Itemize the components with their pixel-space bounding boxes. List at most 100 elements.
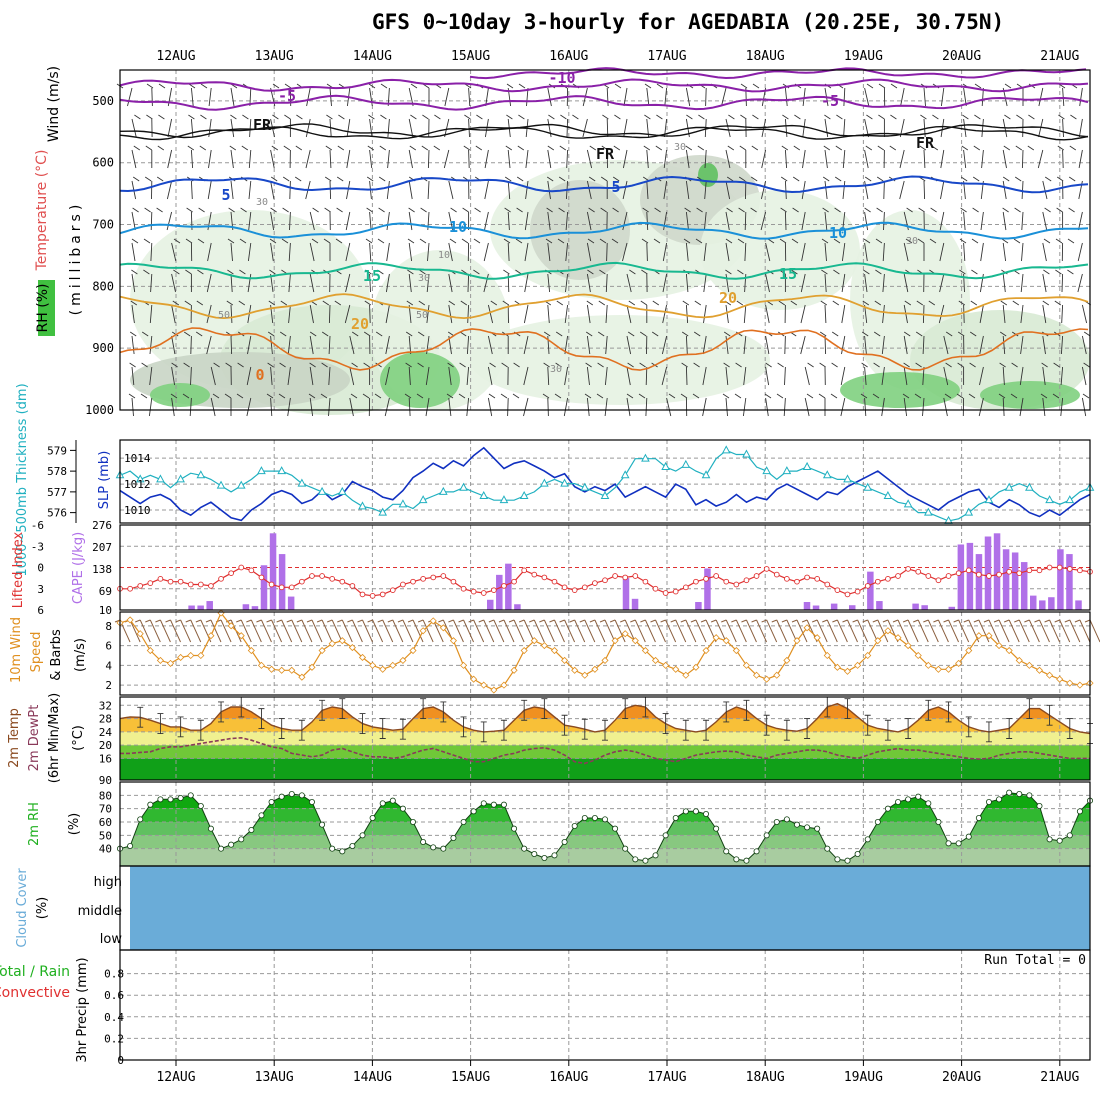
thickness-marker bbox=[499, 495, 509, 504]
lifted-index-marker bbox=[592, 580, 598, 586]
lifted-index-marker bbox=[258, 574, 265, 581]
precip-run-total: Run Total = 0 bbox=[984, 953, 1086, 968]
panel-frame bbox=[119, 439, 1091, 524]
minmax-errorbar bbox=[197, 719, 204, 741]
precip-ylabel-b: Convective bbox=[0, 985, 70, 1001]
wind-barb bbox=[230, 83, 238, 107]
lifted-index-marker bbox=[925, 573, 932, 579]
wind-barb bbox=[368, 114, 375, 138]
wind-barb bbox=[337, 619, 353, 643]
wind-barb bbox=[279, 331, 291, 355]
wind-speed-marker bbox=[1046, 671, 1054, 679]
wind-barb bbox=[145, 145, 153, 168]
wind-barb bbox=[864, 207, 871, 231]
precip-tick-label: 0.6 bbox=[104, 989, 124, 1002]
rh-marker bbox=[864, 836, 871, 843]
wind-barb bbox=[1056, 207, 1064, 230]
lifted-index-marker bbox=[1006, 568, 1013, 575]
wind-speed-marker bbox=[136, 630, 144, 638]
rh-marker bbox=[197, 803, 204, 810]
wind-barb bbox=[1014, 207, 1024, 231]
lifted-index-marker bbox=[218, 575, 224, 582]
minmax-errorbar bbox=[339, 698, 346, 720]
panel-frame bbox=[119, 69, 1091, 411]
wind-barb bbox=[405, 362, 412, 386]
temp-band bbox=[120, 703, 1090, 706]
wind-barb bbox=[498, 619, 515, 643]
lifted-index-marker bbox=[400, 581, 406, 588]
rh-marker bbox=[692, 808, 699, 815]
wind-speed-marker bbox=[995, 642, 1003, 650]
wind-barb bbox=[459, 362, 470, 386]
thickness-marker bbox=[923, 507, 933, 516]
wind-speed-marker bbox=[510, 666, 518, 674]
wind-barb bbox=[586, 207, 595, 231]
li-tick-label: 0 bbox=[37, 562, 44, 575]
lifted-index-marker bbox=[622, 574, 629, 581]
cape-tick-label: 10 bbox=[99, 604, 112, 617]
cape-lifted-index-panel bbox=[117, 524, 1093, 611]
wind-speed-marker bbox=[338, 637, 346, 645]
rh-marker bbox=[581, 815, 588, 822]
wind-barb bbox=[236, 393, 252, 417]
rh-marker bbox=[672, 815, 679, 822]
wind-barb bbox=[407, 269, 414, 293]
wind-barb bbox=[824, 114, 831, 138]
date-label-top: 13AUG bbox=[255, 49, 294, 64]
cloud-level-high: high bbox=[94, 875, 122, 890]
wind-barb bbox=[791, 619, 808, 643]
wind-barb bbox=[158, 114, 173, 138]
wind-barb bbox=[543, 362, 550, 386]
wind-barb bbox=[468, 619, 485, 643]
wind-barb bbox=[335, 238, 351, 262]
wind-barb bbox=[777, 362, 786, 386]
wind-barb bbox=[586, 176, 596, 200]
cape-bar bbox=[622, 578, 630, 610]
temperature-contour bbox=[119, 221, 1089, 240]
wind-speed-marker bbox=[1056, 675, 1064, 683]
slp-tick-label: 1014 bbox=[124, 452, 151, 465]
wind-barb bbox=[459, 331, 470, 355]
wind-barb bbox=[1070, 83, 1083, 107]
wind-barb bbox=[973, 619, 990, 643]
rh-marker bbox=[703, 811, 710, 818]
wind-barb bbox=[832, 300, 846, 324]
rh-marker bbox=[632, 856, 639, 863]
wind-speed-marker bbox=[409, 646, 417, 655]
wind-barb bbox=[1055, 269, 1064, 293]
minmax-errorbar bbox=[905, 718, 912, 739]
wind-barb bbox=[516, 176, 529, 200]
wind-barb bbox=[1016, 114, 1024, 138]
wind-barb bbox=[1034, 619, 1050, 643]
cape-bar bbox=[269, 533, 277, 610]
wind-barb bbox=[473, 238, 489, 262]
rh-marker bbox=[420, 839, 427, 846]
wind-barb bbox=[831, 362, 846, 386]
wind-barb bbox=[586, 300, 594, 324]
cape-bar bbox=[966, 542, 974, 610]
wind-barb bbox=[502, 300, 510, 324]
wind-barb bbox=[751, 619, 768, 643]
wind-barb bbox=[734, 393, 747, 417]
lifted-index-marker bbox=[773, 571, 780, 578]
wind-barb bbox=[129, 362, 136, 386]
minmax-errorbar bbox=[258, 708, 265, 729]
rh-tick-label: 40 bbox=[99, 843, 112, 856]
wind-barb bbox=[933, 619, 949, 643]
wind-barb bbox=[875, 238, 885, 262]
slp-line bbox=[119, 446, 1091, 522]
minmax-errorbar bbox=[844, 698, 851, 720]
rh-marker bbox=[440, 845, 447, 852]
wind-barb bbox=[306, 619, 323, 643]
wind-barb bbox=[1040, 393, 1048, 417]
contour-label: -10 bbox=[548, 69, 575, 87]
wind-barb bbox=[558, 207, 569, 231]
rh-marker bbox=[430, 844, 437, 851]
wind-barb bbox=[196, 300, 212, 324]
wind-barb bbox=[968, 393, 984, 417]
date-label-bottom: 21AUG bbox=[1040, 1070, 1079, 1085]
wind-barb bbox=[239, 269, 252, 293]
wind-barb bbox=[626, 393, 634, 417]
wind-barb bbox=[589, 619, 606, 643]
wind-barb bbox=[1013, 269, 1024, 293]
